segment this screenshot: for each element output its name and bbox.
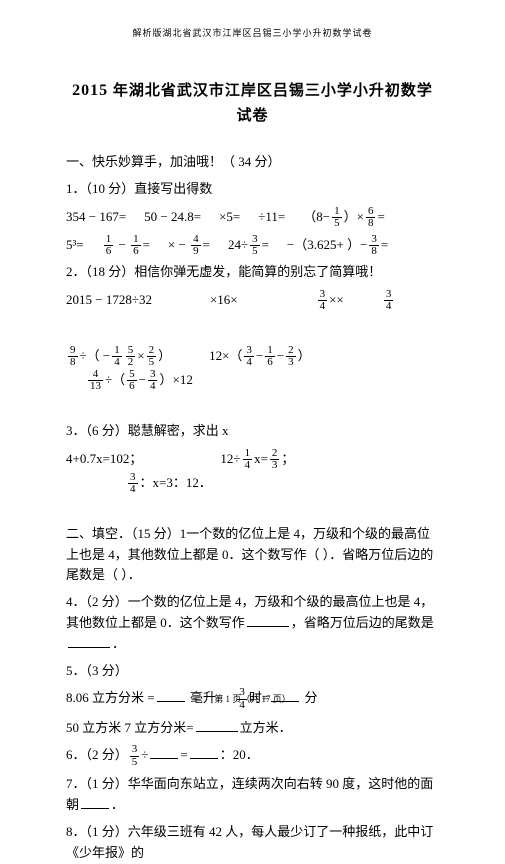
problem-6: 6．（2 分）35÷=：20． (66, 744, 439, 768)
blank-field[interactable] (196, 719, 238, 732)
expr: 34 (382, 289, 396, 313)
title-year: 2015 (72, 82, 108, 99)
fraction: 38 (369, 234, 379, 258)
expr: 98÷（ −1452×25） (66, 345, 171, 369)
fraction: 16 (265, 345, 275, 369)
fraction: 16 (131, 234, 141, 258)
problem-3-head: 3．（6 分）聪慧解密，求出 x (66, 421, 439, 442)
blank-field[interactable] (190, 746, 218, 759)
fraction: 98 (68, 345, 78, 369)
blank-field[interactable] (247, 614, 289, 627)
fraction: 52 (126, 345, 136, 369)
fraction: 23 (270, 448, 280, 472)
fraction: 34 (244, 345, 254, 369)
calc-row-1: 354 − 167= 50 − 24.8= ×5= ÷11= （8−15）×68… (66, 206, 439, 230)
fraction: 14 (112, 345, 122, 369)
problem-5: 5．（3 分） (66, 661, 439, 682)
expr: 4+0.7x=102； (66, 449, 142, 470)
fraction: 68 (366, 206, 376, 230)
fraction: 34 (128, 472, 138, 496)
calc-row-5: 4+0.7x=102； 12÷14x=23； 34：x=3：12． (66, 448, 439, 496)
fraction: 35 (130, 744, 140, 768)
fraction: 413 (88, 369, 103, 393)
expr: 34：x=3：12． (126, 472, 212, 496)
page-title: 2015 年湖北省武汉市江岸区吕锡三小学小升初数学试卷 (66, 78, 439, 128)
blank-field[interactable] (150, 746, 178, 759)
title-rest: 年湖北省武汉市江岸区吕锡三小学小升初数学试卷 (108, 83, 433, 124)
expr: ×5= (219, 207, 240, 228)
fraction: 49 (191, 234, 201, 258)
expr: 34×× (316, 289, 344, 313)
fraction: 56 (127, 369, 137, 393)
page-footer: 第 1 页（共 17 页） (0, 692, 505, 706)
expr: × − 49= (168, 234, 210, 258)
expr: 16 − 16= (102, 234, 150, 258)
calc-row-2: 5³= 16 − 16= × − 49= 24÷35= −（3.625+ ）−3… (66, 234, 439, 258)
expr: 12×（34−16−23） (209, 345, 311, 369)
expr: ×16× (210, 290, 238, 311)
expr: 5³= (66, 235, 84, 256)
section-1-head: 一、快乐妙算手，加油哦！（ 34 分） (66, 152, 439, 173)
fraction: 34 (318, 289, 328, 313)
fraction: 14 (243, 448, 253, 472)
problem-5b: 50 立方米 7 立方分米=立方米． (66, 718, 439, 739)
calc-row-4: 98÷（ −1452×25） 12×（34−16−23） 413÷（56−34）… (66, 345, 439, 393)
expr: 413÷（56−34）×12 (86, 369, 193, 393)
expr: （8−15）×68= (303, 206, 385, 230)
calc-row-3: 2015 − 1728÷32 ×16× 34×× 34 (66, 289, 439, 313)
expr: −（3.625+ ）−38= (287, 234, 388, 258)
problem-2-head: 2．（18 分）相信你弹无虚发，能简算的别忘了简算哦！ (66, 262, 439, 283)
fraction: 34 (148, 369, 158, 393)
expr: 50 − 24.8= (144, 207, 201, 228)
expr: 12÷14x=23； (220, 448, 294, 472)
header-note: 解析版湖北省武汉市江岸区吕锡三小学小升初数学试卷 (66, 26, 439, 40)
problem-4: 4．（2 分）一个数的亿位上是 4，万级和个级的最高位上也是 4，其他数位上都是… (66, 592, 439, 654)
expr: ÷11= (258, 207, 285, 228)
fraction: 16 (104, 234, 114, 258)
problem-1-head: 1．（10 分）直接写出得数 (66, 179, 439, 200)
exam-page: 解析版湖北省武汉市江岸区吕锡三小学小升初数学试卷 2015 年湖北省武汉市江岸区… (0, 0, 505, 714)
blank-field[interactable] (68, 635, 110, 648)
expr: 2015 − 1728÷32 (66, 290, 152, 311)
fraction: 25 (147, 345, 157, 369)
expr: 24÷35= (228, 234, 269, 258)
problem-8: 8．（1 分）六年级三班有 42 人，每人最少订了一种报纸，此中订《少年报》的 (66, 822, 439, 864)
blank-field[interactable] (81, 796, 109, 809)
fraction: 23 (286, 345, 296, 369)
fraction: 35 (250, 234, 260, 258)
fraction: 15 (332, 206, 342, 230)
section-2-head: 二、填空．（15 分）1一个数的亿位上是 4，万级和个级的最高位上也是 4，其他… (66, 524, 439, 586)
expr: 354 − 167= (66, 207, 126, 228)
fraction: 34 (384, 289, 394, 313)
problem-7: 7．（1 分）华华面向东站立，连续两次向右转 90 度，这时他的面朝． (66, 774, 439, 816)
